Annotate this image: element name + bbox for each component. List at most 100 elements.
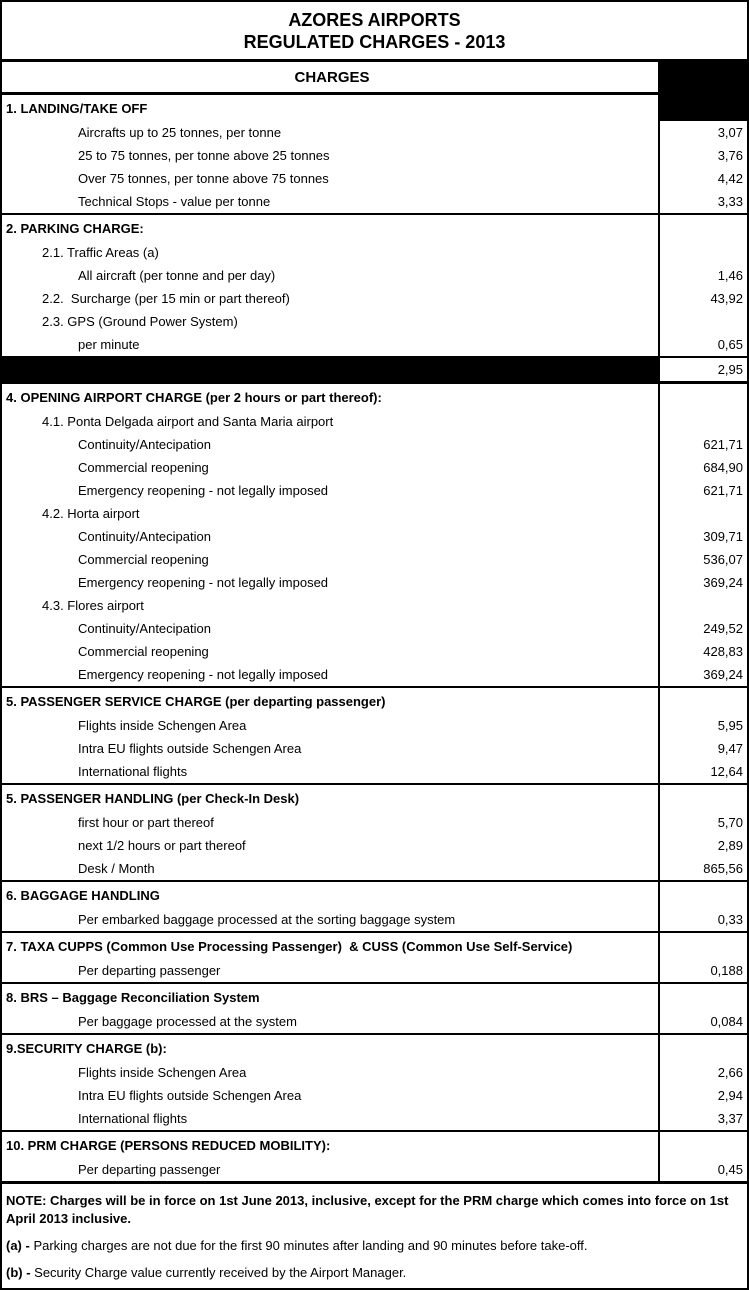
section-landing-take-off: 1. LANDING/TAKE OFF Aircrafts up to 25 t… xyxy=(2,95,747,215)
section-heading: 5. PASSENGER SERVICE CHARGE (per departi… xyxy=(6,693,386,709)
section-heading: 8. BRS – Baggage Reconciliation System xyxy=(6,989,260,1005)
row-value: 2,95 xyxy=(658,358,747,381)
value-column-header-black-cell xyxy=(658,62,747,92)
empty-value-cell xyxy=(658,785,747,811)
section-heading-row: 8. BRS – Baggage Reconciliation System xyxy=(2,984,747,1010)
row-label: Emergency reopening - not legally impose… xyxy=(78,667,329,682)
section-heading: 9.SECURITY CHARGE (b): xyxy=(6,1040,167,1056)
note-b-prefix: (b) - xyxy=(6,1265,31,1280)
section-heading-row: 9.SECURITY CHARGE (b): xyxy=(2,1035,747,1061)
row-label: 2.1. Traffic Areas (a) xyxy=(42,245,159,260)
row-label: Flights inside Schengen Area xyxy=(78,718,247,733)
table-row: Per embarked baggage processed at the so… xyxy=(2,908,747,931)
row-value: 0,084 xyxy=(658,1010,747,1033)
row-label: Per baggage processed at the system xyxy=(78,1014,297,1029)
empty-value-cell xyxy=(658,882,747,908)
row-label: next 1/2 hours or part thereof xyxy=(78,838,246,853)
row-label: Over 75 tonnes, per tonne above 75 tonne… xyxy=(78,171,329,186)
table-row: 4.3. Flores airport xyxy=(2,594,747,617)
row-value: 249,52 xyxy=(658,617,747,640)
heading-black-cell xyxy=(658,95,747,121)
table-row: Continuity/Antecipation 309,71 xyxy=(2,525,747,548)
empty-value-cell xyxy=(658,1035,747,1061)
table-row: Aircrafts up to 25 tonnes, per tonne 3,0… xyxy=(2,121,747,144)
row-label: Technical Stops - value per tonne xyxy=(78,194,271,209)
row-value: 3,76 xyxy=(658,144,747,167)
row-value: 2,89 xyxy=(658,834,747,857)
title-line-2: REGULATED CHARGES - 2013 xyxy=(243,32,506,52)
row-label: 2.2. Surcharge (per 15 min or part there… xyxy=(42,291,290,306)
row-value: 0,33 xyxy=(658,908,747,931)
row-label: Continuity/Antecipation xyxy=(78,437,211,452)
row-label: first hour or part thereof xyxy=(78,815,214,830)
section-heading-row: 5. PASSENGER HANDLING (per Check-In Desk… xyxy=(2,785,747,811)
section-security-charge: 9.SECURITY CHARGE (b): Flights inside Sc… xyxy=(2,1035,747,1132)
row-value xyxy=(658,594,747,617)
section-taxa-cupps-cuss: 7. TAXA CUPPS (Common Use Processing Pas… xyxy=(2,933,747,984)
section-heading-row: 1. LANDING/TAKE OFF xyxy=(2,95,747,121)
charges-column-header: CHARGES xyxy=(294,68,370,86)
section-heading: 5. PASSENGER HANDLING (per Check-In Desk… xyxy=(6,790,300,806)
table-row: Per departing passenger 0,45 xyxy=(2,1158,747,1181)
row-label: Aircrafts up to 25 tonnes, per tonne xyxy=(78,125,282,140)
section-heading-row: 2. PARKING CHARGE: xyxy=(2,215,747,241)
row-value: 865,56 xyxy=(658,857,747,880)
row-value: 0,45 xyxy=(658,1158,747,1181)
table-row: Commercial reopening 684,90 xyxy=(2,456,747,479)
row-value: 621,71 xyxy=(658,479,747,502)
row-value: 536,07 xyxy=(658,548,747,571)
row-value: 9,47 xyxy=(658,737,747,760)
table-row: 4.2. Horta airport xyxy=(2,502,747,525)
note-a-prefix: (a) - xyxy=(6,1238,30,1253)
table-row: Commercial reopening 536,07 xyxy=(2,548,747,571)
row-value: 12,64 xyxy=(658,760,747,783)
table-row: Per baggage processed at the system 0,08… xyxy=(2,1010,747,1033)
title-line-1: AZORES AIRPORTS xyxy=(288,10,461,30)
section-passenger-handling: 5. PASSENGER HANDLING (per Check-In Desk… xyxy=(2,785,747,882)
table-row: International flights 3,37 xyxy=(2,1107,747,1130)
row-value: 4,42 xyxy=(658,167,747,190)
section-heading-row: 5. PASSENGER SERVICE CHARGE (per departi… xyxy=(2,688,747,714)
row-value: 369,24 xyxy=(658,663,747,686)
row-label: Per departing passenger xyxy=(78,963,221,978)
section-heading-row: 6. BAGGAGE HANDLING xyxy=(2,882,747,908)
section-heading: 1. LANDING/TAKE OFF xyxy=(6,100,148,116)
row-value: 5,70 xyxy=(658,811,747,834)
table-row: Emergency reopening - not legally impose… xyxy=(2,663,747,686)
row-label: Per departing passenger xyxy=(78,1162,221,1177)
table-row: All aircraft (per tonne and per day) 1,4… xyxy=(2,264,747,287)
row-value: 0,65 xyxy=(658,333,747,356)
table-row: 25 to 75 tonnes, per tonne above 25 tonn… xyxy=(2,144,747,167)
row-label: Continuity/Antecipation xyxy=(78,621,211,636)
table-row: per minute 0,65 xyxy=(2,333,747,356)
row-label: Commercial reopening xyxy=(78,644,209,659)
empty-value-cell xyxy=(658,984,747,1010)
row-value: 2,66 xyxy=(658,1061,747,1084)
row-label: Intra EU flights outside Schengen Area xyxy=(78,741,302,756)
table-row: next 1/2 hours or part thereof 2,89 xyxy=(2,834,747,857)
empty-value-cell xyxy=(658,215,747,241)
row-value: 309,71 xyxy=(658,525,747,548)
row-value: 3,33 xyxy=(658,190,747,213)
row-label: per minute xyxy=(78,337,140,352)
table-row: 2.1. Traffic Areas (a) xyxy=(2,241,747,264)
row-label: Intra EU flights outside Schengen Area xyxy=(78,1088,302,1103)
row-label: Flights inside Schengen Area xyxy=(78,1065,247,1080)
table-row: first hour or part thereof 5,70 xyxy=(2,811,747,834)
table-row: Desk / Month 865,56 xyxy=(2,857,747,880)
row-label: Per embarked baggage processed at the so… xyxy=(78,912,456,927)
row-value xyxy=(658,310,747,333)
note-main: NOTE: Charges will be in force on 1st Ju… xyxy=(6,1193,729,1226)
row-label: Emergency reopening - not legally impose… xyxy=(78,483,329,498)
note-a: (a) - Parking charges are not due for th… xyxy=(6,1237,741,1255)
row-value xyxy=(658,410,747,433)
row-label: 2.3. GPS (Ground Power System) xyxy=(42,314,238,329)
redacted-row: 2,95 xyxy=(2,358,747,381)
section-heading: 7. TAXA CUPPS (Common Use Processing Pas… xyxy=(6,938,573,954)
table-row: 2.2. Surcharge (per 15 min or part there… xyxy=(2,287,747,310)
section-redacted: 2,95 xyxy=(2,358,747,384)
section-heading: 2. PARKING CHARGE: xyxy=(6,220,144,236)
row-label: International flights xyxy=(78,764,188,779)
table-row: 2.3. GPS (Ground Power System) xyxy=(2,310,747,333)
row-label: 4.2. Horta airport xyxy=(42,506,140,521)
